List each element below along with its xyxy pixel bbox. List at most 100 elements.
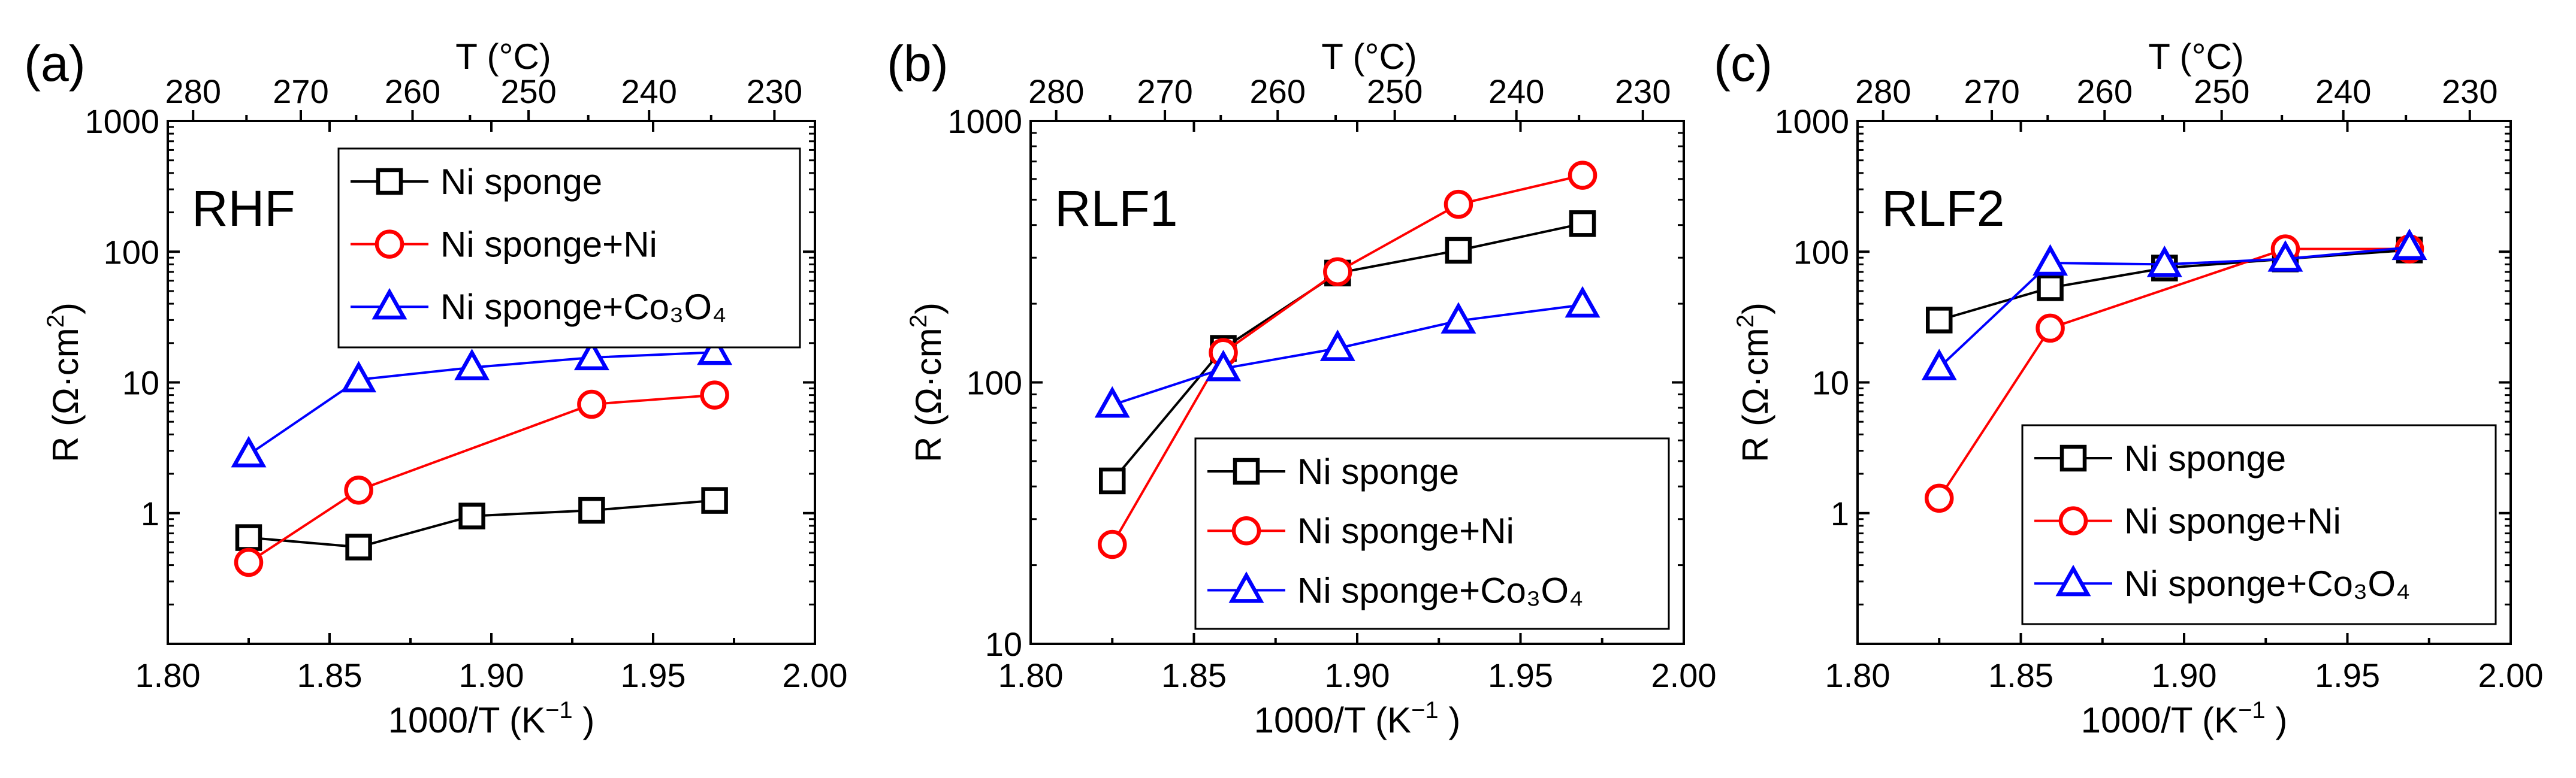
top-tick-label: 250 [500, 72, 556, 110]
top-tick-label: 250 [2194, 72, 2249, 110]
x-tick-label: 1.90 [459, 656, 524, 694]
data-point-circle [234, 547, 264, 577]
data-point-circle [577, 389, 606, 419]
top-tick-label: 280 [1855, 72, 1911, 110]
legend-marker-circle [2058, 506, 2088, 535]
x-tick-label: 1.95 [1488, 656, 1553, 694]
legend-marker-triangle [372, 287, 407, 320]
data-point-triangle [1094, 386, 1130, 418]
x-tick-label: 2.00 [1651, 656, 1717, 694]
data-point-square [2037, 274, 2064, 301]
data-point-square [1569, 210, 1596, 237]
top-tick-label: 260 [2077, 72, 2133, 110]
data-point-triangle [341, 361, 377, 393]
data-point-triangle [2391, 228, 2427, 261]
x-tick-label: 1.85 [1988, 656, 2053, 694]
x-tick-label: 1.95 [2315, 656, 2380, 694]
data-point-triangle [454, 349, 490, 380]
series-line-2 [247, 393, 715, 564]
data-point-triangle [573, 338, 609, 371]
x-tick-label: 2.00 [2478, 656, 2544, 694]
y-tick-label: 1000 [84, 102, 159, 140]
legend-label: Ni sponge [440, 162, 602, 202]
data-point-square [701, 487, 728, 514]
top-tick-label: 260 [385, 72, 440, 110]
y-axis-title: R (Ω·cm2) [905, 302, 949, 462]
data-point-triangle [1206, 349, 1242, 382]
x-tick-label: 1.80 [1825, 656, 1891, 694]
data-point-circle [1323, 257, 1352, 287]
top-tick-label: 250 [1367, 72, 1423, 110]
legend-marker-triangle [2055, 564, 2091, 597]
data-point-triangle [231, 435, 267, 468]
panel-label: (b) [887, 35, 949, 92]
sample-label: RHF [192, 180, 295, 237]
data-point-triangle [2033, 244, 2068, 276]
y-tick-label: 100 [104, 233, 159, 271]
data-point-square [458, 502, 485, 529]
top-tick-label: 270 [1137, 72, 1192, 110]
data-point-square [345, 534, 372, 561]
x-tick-label: 1.80 [135, 656, 201, 694]
panel-1: 1.80 1.85 1.90 1.95 2.00 280 270 260 250 240 230 T … [24, 35, 848, 740]
legend-marker-square [2059, 444, 2087, 472]
y-tick-label: 10 [1812, 364, 1849, 402]
data-point-triangle [2267, 240, 2303, 272]
data-point-triangle [2146, 246, 2182, 277]
data-point-circle [1098, 529, 1127, 559]
data-point-circle [344, 476, 373, 505]
top-axis-title: T (°C) [1321, 37, 1417, 77]
top-tick-label: 260 [1250, 72, 1306, 110]
legend-marker-square [376, 168, 403, 195]
x-tick-label: 1.90 [1325, 656, 1390, 694]
top-tick-label: 280 [1028, 72, 1084, 110]
y-tick-label: 1 [141, 495, 159, 532]
panel-2: 1.80 1.85 1.90 1.95 2.00 280 270 260 250 240 230 T … [887, 35, 1717, 740]
data-point-triangle [697, 333, 733, 365]
legend: Ni sponge Ni sponge+Ni Ni sponge+Co₃O₄ [1194, 437, 1670, 630]
top-tick-label: 240 [2315, 72, 2371, 110]
x-axis-title: 1000/T (K−1 ) [1254, 697, 1461, 740]
y-axis-title: R (Ω·cm2) [1732, 302, 1775, 462]
legend: Ni sponge Ni sponge+Ni Ni sponge+Co₃O₄ [2021, 424, 2497, 625]
legend-marker-circle [375, 229, 404, 259]
data-point-triangle [1440, 302, 1476, 334]
legend-label: Ni sponge [2124, 438, 2286, 479]
top-axis-title: T (°C) [2148, 37, 2244, 77]
legend-label: Ni sponge+Co₃O₄ [440, 287, 727, 327]
top-tick-label: 240 [621, 72, 677, 110]
legend-label: Ni sponge [1297, 452, 1459, 492]
top-tick-label: 230 [747, 72, 802, 110]
legend-marker-square [1233, 458, 1260, 485]
y-tick-label: 1000 [1774, 102, 1849, 140]
legend-marker-triangle [1228, 571, 1264, 603]
x-tick-label: 2.00 [783, 656, 848, 694]
x-tick-label: 1.95 [621, 656, 686, 694]
data-point-circle [1925, 483, 1954, 513]
x-tick-label: 1.90 [2152, 656, 2217, 694]
data-point-triangle [1319, 329, 1355, 361]
top-tick-label: 270 [1964, 72, 2019, 110]
data-point-square [1926, 307, 1953, 334]
y-tick-label: 100 [967, 364, 1022, 402]
data-point-circle [1568, 161, 1597, 190]
legend-label: Ni sponge+Ni [2124, 501, 2341, 541]
x-tick-label: 1.80 [998, 656, 1064, 694]
data-point-circle [2036, 313, 2065, 343]
x-tick-label: 1.85 [1161, 656, 1227, 694]
data-point-triangle [1565, 286, 1600, 318]
data-point-circle [700, 380, 729, 410]
data-point-square [1099, 467, 1126, 495]
y-tick-label: 10 [122, 364, 159, 402]
top-tick-label: 270 [273, 72, 328, 110]
top-tick-label: 230 [1615, 72, 1671, 110]
top-tick-label: 230 [2442, 72, 2498, 110]
y-axis-title: R (Ω·cm2) [43, 302, 86, 462]
series-line-2 [1938, 247, 2410, 499]
legend-label: Ni sponge+Ni [440, 225, 657, 265]
panel-label: (a) [24, 35, 86, 92]
sample-label: RLF2 [1882, 180, 2004, 237]
y-tick-label: 100 [1793, 233, 1849, 271]
data-point-square [235, 524, 262, 551]
y-tick-label: 10 [985, 625, 1022, 663]
